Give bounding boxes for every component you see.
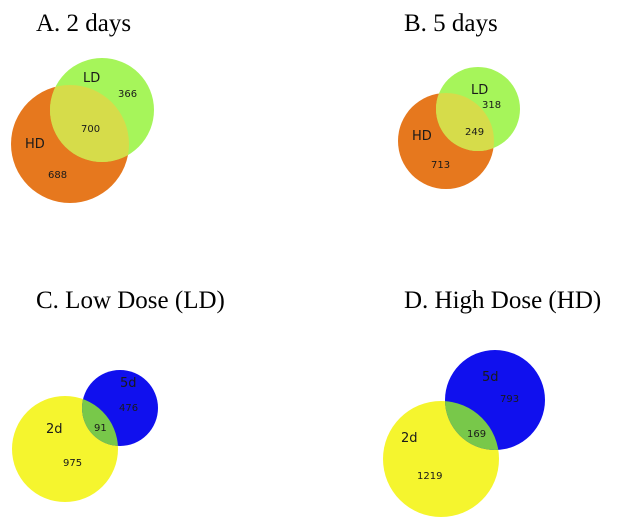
venn-c-overlap [82, 396, 118, 446]
venn-panel-b: HD LD 713 318 249 [398, 67, 520, 189]
venn-d-2d-count: 1219 [417, 471, 442, 482]
venn-a-ld-label: LD [83, 71, 100, 86]
venn-d-5d-count: 793 [500, 394, 519, 405]
venn-d-overlap-count: 169 [467, 429, 486, 440]
panel-a-title: A. 2 days [36, 10, 132, 37]
venn-c-5d-count: 476 [119, 403, 138, 414]
venn-a-hd-count: 688 [48, 170, 67, 181]
venn-b-hd-count: 713 [431, 160, 450, 171]
venn-a-overlap-count: 700 [81, 124, 100, 135]
venn-c-5d-label: 5d [120, 376, 137, 391]
venn-d-overlap [445, 401, 499, 450]
venn-b-ld-label: LD [471, 83, 488, 98]
venn-a-ld-count: 366 [118, 89, 137, 100]
panel-b-title: B. 5 days [404, 10, 498, 37]
venn-d-5d-label: 5d [482, 370, 499, 385]
venn-c-overlap-count: 91 [94, 423, 107, 434]
venn-b-ld-count: 318 [482, 100, 501, 111]
venn-panel-a: HD LD 688 366 700 [11, 58, 154, 203]
venn-c-2d-count: 975 [63, 458, 82, 469]
venn-a-overlap [50, 85, 129, 162]
panel-d-title: D. High Dose (HD) [404, 287, 602, 314]
venn-d-2d-label: 2d [401, 431, 418, 446]
venn-b-overlap-count: 249 [465, 127, 484, 138]
venn-panel-c: 2d 5d 975 476 91 [12, 370, 158, 502]
venn-panel-d: 2d 5d 1219 793 169 [383, 350, 545, 517]
venn-a-hd-label: HD [25, 137, 45, 152]
venn-b-hd-label: HD [412, 129, 432, 144]
panel-c-title: C. Low Dose (LD) [36, 287, 225, 314]
venn-c-2d-label: 2d [46, 422, 63, 437]
